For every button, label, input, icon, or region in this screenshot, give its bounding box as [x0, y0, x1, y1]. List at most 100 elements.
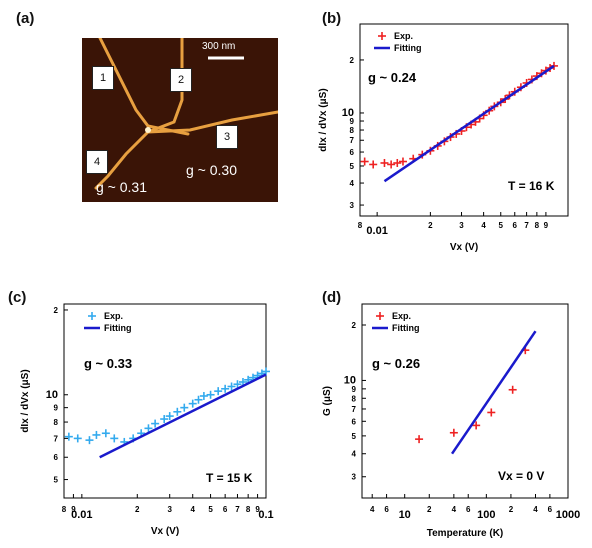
box-label-1: 1 [92, 66, 114, 90]
legend-exp-label: Exp. [394, 31, 413, 41]
exp-point [471, 117, 480, 126]
exp-point [233, 380, 242, 389]
y-tick-label: 2 [352, 321, 357, 330]
x-tick-label: 10 [399, 509, 411, 521]
y-tick-label: 5 [54, 476, 59, 485]
g-annotation: g ~ 0.33 [84, 356, 132, 371]
exp-point [151, 419, 160, 428]
x-tick-label: 1000 [556, 509, 580, 521]
exp-point [221, 384, 230, 393]
y-tick-label: 7 [54, 434, 59, 443]
exp-point [199, 391, 208, 400]
x-tick-label: 2 [427, 505, 432, 514]
x-tick-label: 9 [544, 221, 549, 230]
box-label-4: 4 [86, 150, 108, 174]
y-tick-label: 7 [352, 405, 357, 414]
fitting-line [451, 330, 537, 455]
g-annotation: g ~ 0.24 [368, 70, 417, 85]
exp-point [257, 369, 266, 378]
x-tick-label: 6 [513, 221, 518, 230]
exp-point [490, 102, 499, 111]
y-tick-label: 6 [54, 453, 59, 462]
exp-point [409, 154, 418, 163]
exp-point [457, 126, 466, 135]
condition-annotation: T = 16 K [508, 179, 555, 193]
exp-point [415, 435, 424, 444]
y-tick-label: 3 [350, 201, 355, 210]
exp-point [487, 408, 496, 417]
legend: Exp. Fitting [374, 31, 422, 53]
x-tick-label: 4 [481, 221, 486, 230]
scale-bar-label: 300 nm [202, 41, 236, 52]
x-tick-label: 9 [255, 505, 260, 514]
y-tick-label: 8 [350, 126, 355, 135]
exp-point [510, 87, 519, 96]
x-tick-label: 4 [370, 505, 375, 514]
g-annotation: g ~ 0.26 [372, 356, 420, 371]
exp-point [516, 83, 525, 92]
exp-point [387, 160, 396, 169]
y-tick-label: 9 [350, 117, 355, 126]
exp-point [120, 437, 129, 446]
x-tick-label: 6 [466, 505, 471, 514]
legend: Exp. Fitting [372, 311, 420, 333]
exp-point [369, 160, 378, 169]
y-tick-label: 3 [352, 473, 357, 482]
y-tick-label: 4 [350, 179, 355, 188]
exp-point [549, 61, 558, 70]
g-label-left: g ~ 0.31 [96, 179, 147, 195]
exp-point [449, 428, 458, 437]
exp-point [85, 436, 94, 445]
x-tick-label: 6 [223, 505, 228, 514]
x-tick-label: 8 [358, 221, 363, 230]
panel-label-d: (d) [322, 289, 342, 306]
wire-junction [145, 127, 151, 133]
exp-point [144, 424, 153, 433]
exp-point [433, 141, 442, 150]
exp-point [546, 64, 555, 73]
panel-label-c: (c) [8, 289, 27, 306]
legend-exp-label: Exp. [104, 311, 123, 321]
exp-point [214, 387, 223, 396]
exp-point [360, 157, 369, 166]
exp-point [160, 415, 169, 424]
x-tick-label: 6 [384, 505, 389, 514]
x-tick-label: 9 [71, 505, 76, 514]
wire-path-3 [146, 110, 278, 134]
exp-point [137, 429, 146, 438]
plot-frame [361, 303, 569, 499]
x-tick-label: 7 [524, 221, 529, 230]
x-tick-label: 5 [208, 505, 213, 514]
x-axis-label: Vx (V) [450, 242, 478, 253]
exp-point [446, 133, 455, 142]
exp-point [64, 432, 73, 441]
x-tick-label: 0.01 [71, 509, 92, 521]
exp-point [92, 430, 101, 439]
exp-point [227, 382, 236, 391]
exp-point [475, 114, 484, 123]
legend-fit-label: Fitting [394, 43, 422, 53]
x-tick-label: 2 [509, 505, 514, 514]
y-tick-label: 10 [344, 374, 356, 386]
x-tick-label: 7 [235, 505, 240, 514]
exp-point [244, 375, 253, 384]
legend-fit-label: Fitting [392, 323, 420, 333]
x-tick-label: 3 [167, 505, 172, 514]
exp-point [496, 98, 505, 107]
x-axis-label: Temperature (K) [427, 528, 504, 539]
exp-point [522, 78, 531, 87]
x-tick-label: 8 [246, 505, 251, 514]
y-tick-label: 5 [350, 162, 355, 171]
exp-point [180, 403, 189, 412]
nanowire-network [94, 38, 278, 190]
exp-point [262, 367, 270, 376]
exp-point [462, 123, 471, 132]
y-axis-label: dIx / dVx (μS) [318, 88, 329, 151]
exp-point [380, 158, 389, 167]
plot-frame [359, 23, 569, 217]
fitting-line [383, 64, 555, 183]
y-tick-label: 2 [54, 306, 59, 315]
exp-point [393, 158, 402, 167]
exp-point [101, 429, 110, 438]
plot-frame [63, 303, 267, 499]
